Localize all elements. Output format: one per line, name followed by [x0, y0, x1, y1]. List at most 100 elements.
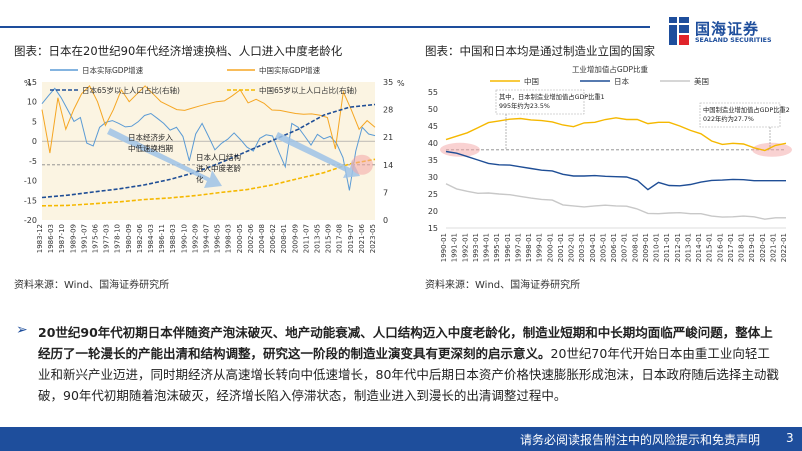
- x-tick-label: 2004-08: [258, 224, 266, 253]
- x-tick-label: 1992-09: [191, 224, 199, 253]
- right-axis-unit: %: [397, 79, 405, 88]
- x-tick-label: 1977-03: [103, 224, 111, 253]
- y-tick-label: 15: [428, 224, 438, 233]
- right-source-note: 资料来源：Wind、国海证券研究所: [425, 280, 581, 291]
- x-tick-label: 1986-11: [158, 224, 166, 253]
- legend-label: 中国65岁以上人口占比(右轴): [259, 85, 357, 95]
- x-tick-label: 2009-09: [291, 224, 299, 253]
- x-tick-label: 1996-01: [504, 233, 512, 262]
- annotation-jp-aging: 日本人口结构进入中度老龄化: [196, 152, 241, 184]
- left-source-note: 资料来源：Wind、国海证券研究所: [14, 280, 170, 291]
- y-tick-label: 30: [428, 173, 438, 182]
- x-tick-label: 2020-01: [759, 233, 767, 262]
- x-tick-label: 2007-01: [621, 233, 629, 262]
- x-tick-label: 2014-01: [695, 233, 703, 262]
- x-tick-label: 2006-02: [269, 224, 277, 253]
- annotation-cn-2022: 中国制造业增加值占GDP比重2 022年约为27.7%: [703, 105, 790, 123]
- left-plot-area: [42, 82, 375, 220]
- left-y-tick: -5: [29, 157, 37, 166]
- x-tick-label: 1998-01: [525, 233, 533, 262]
- x-tick-label: 2008-01: [631, 233, 639, 262]
- x-tick-label: 1986-03: [47, 224, 55, 253]
- aging-highlight: [351, 154, 373, 175]
- x-tick-label: 1991-07: [80, 224, 88, 253]
- x-tick-label: 2003-01: [578, 233, 586, 262]
- x-tick-label: 2008-01: [280, 224, 288, 253]
- left-y-tick: 0: [32, 137, 37, 146]
- x-tick-label: 2009-01: [642, 233, 650, 262]
- left-figure-title: 图表：日本在20世纪90年代经济增速换档、人口进入中度老龄化: [14, 44, 343, 58]
- annotation-jp-turn: 日本经济步入中低速换档期: [128, 132, 173, 153]
- x-tick-label: 2005-01: [599, 233, 607, 262]
- x-tick-label: 1983-12: [36, 224, 44, 253]
- x-tick-label: 1982-06: [136, 223, 144, 253]
- x-tick-label: 2011-01: [663, 233, 671, 262]
- series-line-1: [445, 150, 786, 191]
- legend-label: 日本65岁以上人口占比(右轴): [82, 85, 180, 95]
- x-tick-label: 1994-01: [483, 233, 491, 262]
- annotation-box-jp: [495, 89, 585, 115]
- series-line-3: [41, 158, 376, 207]
- series-line-0: [41, 87, 376, 191]
- footer-disclaimer: 请务必阅读报告附注中的风险提示和免责声明: [520, 433, 761, 447]
- left-y-tick: 10: [27, 98, 37, 107]
- x-tick-label: 2000-01: [546, 233, 554, 262]
- brand-mark-icon: [669, 17, 689, 45]
- y-tick-label: 20: [428, 207, 438, 216]
- y-tick-label: 45: [428, 122, 438, 131]
- left-axis-unit: %: [24, 79, 32, 88]
- x-tick-label: 1999-01: [536, 233, 544, 262]
- right-y-tick: 14: [383, 161, 393, 170]
- x-tick-label: 1987-10: [58, 224, 66, 253]
- x-tick-label: 2016-01: [716, 233, 724, 262]
- left-y-tick: -20: [24, 216, 37, 225]
- x-tick-label: 2002-06: [247, 223, 255, 253]
- x-tick-label: 2010-01: [653, 233, 661, 262]
- legend-label: 中国: [524, 76, 539, 86]
- x-tick-label: 1988-03: [169, 224, 177, 253]
- arrow-decline-1: [107, 128, 222, 188]
- annotation-box-cn: [699, 102, 781, 128]
- legend-label: 日本: [614, 76, 629, 86]
- x-tick-label: 1993-01: [472, 233, 480, 262]
- x-tick-label: 1990-10: [180, 224, 188, 253]
- x-tick-label: 1992-01: [461, 233, 469, 262]
- y-tick-label: 35: [428, 156, 438, 165]
- legend-label: 美国: [694, 76, 709, 86]
- x-tick-label: 2017-01: [727, 233, 735, 262]
- x-tick-label: 2013-01: [684, 233, 692, 262]
- legend-label: 日本实际GDP增速: [82, 65, 144, 75]
- left-y-tick: 15: [27, 78, 37, 87]
- x-tick-label: 2013-05: [314, 224, 322, 253]
- x-tick-label: 2021-06: [358, 223, 366, 253]
- bullet-arrow-icon: ➢: [16, 322, 28, 338]
- x-tick-label: 2001-01: [557, 233, 565, 262]
- x-tick-label: 2004-01: [589, 233, 597, 262]
- legend-label: 中国实际GDP增速: [259, 65, 321, 75]
- x-tick-label: 1975-06: [92, 223, 100, 253]
- x-tick-label: 1995-01: [493, 233, 501, 262]
- x-tick-label: 2015-09: [325, 224, 333, 253]
- right-y-tick: 21: [383, 133, 393, 142]
- x-tick-label: 1996-05: [214, 224, 222, 253]
- x-tick-label: 1978-10: [114, 224, 122, 253]
- summary-normal-text: 20世纪70年代开始日本由重工业向轻工业和新兴产业迈进，同时期经济从高速增长转向…: [38, 346, 779, 403]
- x-tick-label: 2021-01: [769, 233, 777, 262]
- right-chart-header: 工业增加值占GDP比重: [572, 64, 649, 74]
- summary-bold-text: 20世纪90年代初期日本伴随资产泡沫破灭、地产动能衰减、人口结构迈入中度老龄化，…: [38, 325, 773, 361]
- x-tick-label: 1990-01: [440, 233, 448, 262]
- x-tick-label: 2022-01: [780, 233, 788, 262]
- y-tick-label: 40: [428, 139, 438, 148]
- x-tick-label: 1980-09: [125, 224, 133, 253]
- x-tick-label: 2011-07: [302, 224, 310, 253]
- right-figure-title: 图表：中国和日本均是通过制造业立国的国家: [425, 44, 655, 58]
- page-number: 3: [786, 431, 794, 445]
- x-tick-label: 2012-01: [674, 233, 682, 262]
- x-tick-label: 2000-05: [236, 224, 244, 253]
- right-y-tick: 7: [383, 188, 388, 197]
- x-tick-label: 2017-08: [336, 224, 344, 253]
- series-line-2: [445, 183, 786, 220]
- series-line-2: [41, 103, 376, 199]
- left-y-tick: -10: [24, 177, 37, 186]
- x-tick-label: 2019-07: [347, 224, 355, 253]
